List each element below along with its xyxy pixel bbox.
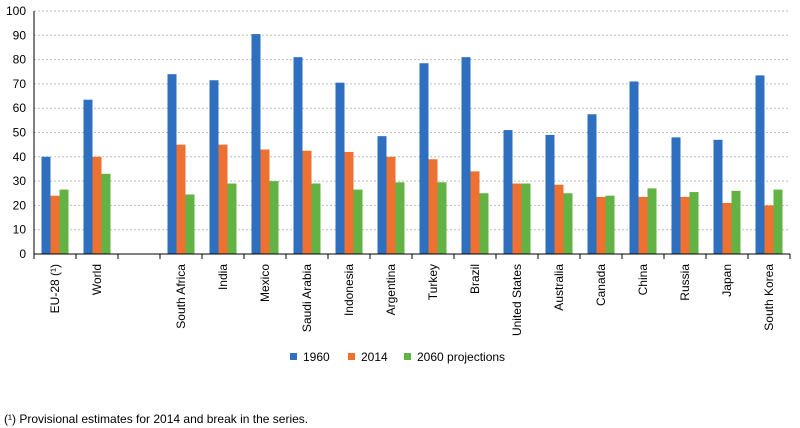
bar-2060-projections-mexico [269,181,279,254]
x-tick-label: South Korea [762,264,776,331]
x-tick-label: South Africa [174,264,188,329]
legend-label-2014: 2014 [361,350,388,364]
bar-2060-projections-india [227,183,237,254]
y-tick-label: 100 [6,4,26,18]
bar-2014-turkey [428,159,438,254]
x-axis-labels: EU-28 (¹) World South Africa India Mexico Sau… [48,264,776,336]
x-tick-label: Japan [720,264,734,297]
bar-1960-south-korea [755,75,765,255]
x-tick-label: Indonesia [342,264,356,316]
bar-1960-saudi-arabia [293,57,303,254]
legend-swatch-2014 [348,353,355,360]
x-tick-label: Russia [678,264,692,301]
bar-2060-projections-china [647,188,657,254]
x-tick-label: Brazil [468,264,482,294]
y-tick-label: 50 [13,126,27,140]
y-tick-label: 40 [13,150,27,164]
bar-2060-projections-turkey [437,182,447,254]
bar-2060-projections-japan [731,190,741,254]
bar-2014-china [638,196,648,254]
x-tick-label: Turkey [426,264,440,300]
bar-2060-projections-eu-28 [59,189,69,254]
bar-1960-india [209,80,219,254]
y-tick-label: 0 [19,247,26,261]
x-tick-label: Saudi Arabia [300,264,314,332]
y-tick-label: 20 [13,198,27,212]
bar-2014-south-africa [176,144,186,254]
y-tick-label: 70 [13,77,27,91]
bar-2060-projections-australia [563,193,573,254]
bar-2060-projections-brazil [479,193,489,254]
bar-1960-japan [713,139,723,254]
bars [41,34,783,255]
bar-1960-united-states [503,130,513,254]
bar-2014-saudi-arabia [302,150,312,254]
bar-2014-argentina [386,156,396,254]
bar-1960-canada [587,114,597,255]
bar-2014-japan [722,202,732,254]
bar-1960-indonesia [335,82,345,254]
legend-label-2060-projections: 2060 projections [417,350,505,364]
axes [33,11,791,259]
x-tick-label: United States [510,264,524,336]
bar-2060-projections-argentina [395,182,405,254]
bar-1960-south-africa [167,74,177,255]
bar-2060-projections-south-korea [773,189,783,254]
bar-2060-projections-saudi-arabia [311,183,321,254]
bar-1960-world [83,99,93,254]
bar-2060-projections-united-states [521,183,531,254]
y-axis-ticks: 0 10 20 30 40 50 60 70 80 90 100 [6,4,26,261]
x-tick-label: Mexico [258,264,272,302]
x-tick-label: World [90,264,104,295]
bar-2060-projections-russia [689,192,699,254]
legend-swatch-2060-projections [404,353,411,360]
bar-2014-brazil [470,171,480,254]
footnote: (¹) Provisional estimates for 2014 and b… [4,412,309,426]
bar-2014-eu-28 [50,195,60,254]
x-tick-label: Canada [594,264,608,306]
bar-2060-projections-canada [605,195,615,254]
bar-1960-eu-28 [41,156,51,254]
gridlines [34,10,790,231]
bar-2014-united-states [512,183,522,254]
legend-swatch-1960 [290,353,297,360]
bar-1960-russia [671,137,681,254]
legend: 1960 2014 2060 projections [290,350,505,364]
bar-2014-russia [680,196,690,254]
bar-1960-australia [545,134,555,254]
bar-2014-mexico [260,149,270,254]
y-tick-label: 80 [13,53,27,67]
bar-2014-canada [596,196,606,254]
bar-2014-south-korea [764,205,774,254]
x-tick-label: EU-28 (¹) [48,264,62,313]
bar-1960-mexico [251,34,261,255]
x-tick-label: Argentina [384,264,398,316]
bar-2014-indonesia [344,151,354,254]
legend-label-1960: 1960 [303,350,330,364]
bar-2014-world [92,156,102,254]
bar-1960-brazil [461,57,471,254]
x-tick-label: Australia [552,264,566,311]
bar-1960-argentina [377,136,387,254]
bar-2060-projections-world [101,173,111,254]
bar-1960-china [629,81,639,254]
bar-2060-projections-south-africa [185,194,195,254]
y-tick-label: 10 [13,223,27,237]
bar-2014-india [218,144,228,254]
x-tick-label: China [636,264,650,296]
y-tick-label: 30 [13,174,27,188]
bar-2014-australia [554,184,564,254]
bar-2060-projections-indonesia [353,189,363,254]
x-tick-label: India [216,264,230,290]
y-tick-label: 90 [13,28,27,42]
y-tick-label: 60 [13,101,27,115]
bar-1960-turkey [419,63,429,255]
